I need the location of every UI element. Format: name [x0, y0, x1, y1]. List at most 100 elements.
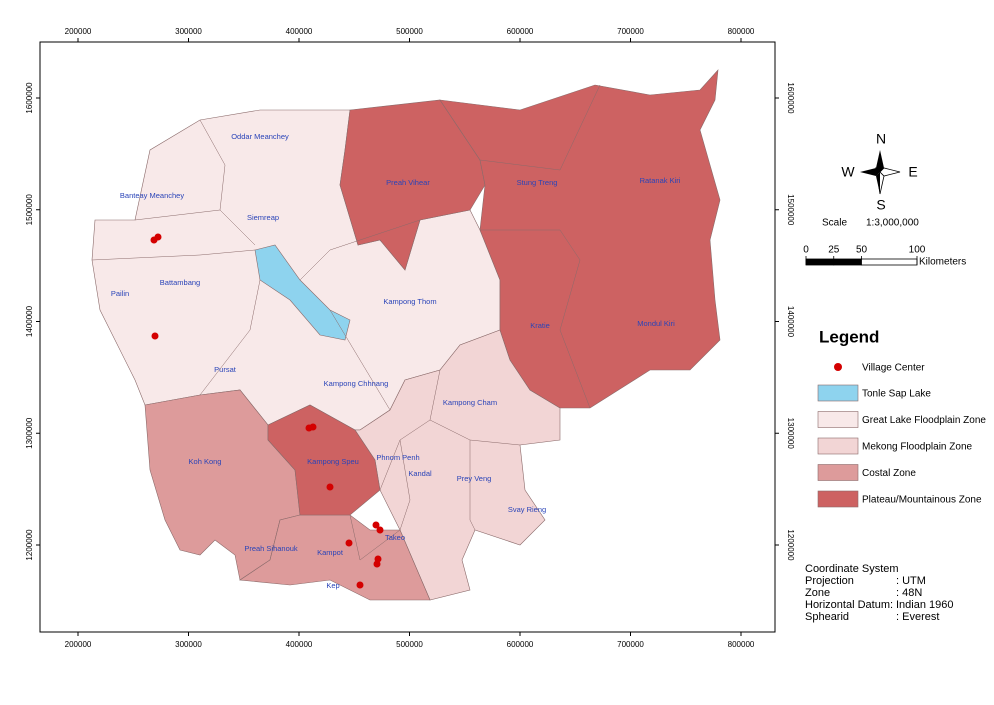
scale-ratio: 1:3,000,000	[866, 218, 919, 229]
x-tick-label: 700000	[617, 27, 644, 36]
y-tick-label: 1300000	[786, 418, 795, 450]
compass: N S W E	[841, 131, 917, 213]
scale-tick-label: 50	[856, 245, 868, 256]
x-tick-label: 200000	[65, 27, 92, 36]
coordinate-key: Zone	[805, 587, 830, 599]
province-label: Preah Sihanouk	[244, 544, 298, 553]
village-center	[151, 332, 159, 340]
village-center	[154, 233, 162, 241]
legend-label: Great Lake Floodplain Zone	[862, 415, 986, 426]
legend-label: Plateau/Mountainous Zone	[862, 495, 982, 506]
compass-arrow	[860, 168, 880, 176]
village-center	[376, 526, 384, 534]
province-labels: Oddar Meanchey Preah Vihear Stung Treng …	[111, 132, 681, 590]
province-label: Takeo	[385, 533, 405, 542]
province-label: Ratanak Kiri	[640, 176, 681, 185]
legend-title: Legend	[819, 327, 879, 346]
province-label: Svay Rieng	[508, 505, 546, 514]
coordinate-value: : UTM	[896, 575, 926, 587]
compass-s: S	[876, 197, 885, 213]
coordinate-value: : Everest	[896, 611, 939, 623]
x-tick-label: 200000	[65, 640, 92, 649]
village-center	[345, 539, 353, 547]
province-label: Phnom Penh	[376, 453, 419, 462]
province-label: Kampong Cham	[443, 398, 497, 407]
y-tick-label: 1600000	[25, 82, 34, 114]
province-label: Pursat	[214, 365, 237, 374]
village-center	[326, 483, 334, 491]
coordinate-system: Coordinate System Projection: UTM Zone: 4…	[805, 563, 954, 623]
coordinate-value: Indian 1960	[896, 599, 954, 611]
province-label: Oddar Meanchey	[231, 132, 289, 141]
y-tick-label: 1200000	[786, 529, 795, 561]
legend-swatch	[834, 363, 842, 371]
legend-swatch	[817, 464, 859, 481]
y-tick-label: 1300000	[25, 417, 34, 449]
y-tick-label: 1400000	[786, 306, 795, 338]
y-tick-label: 1400000	[25, 305, 34, 337]
x-tick-label: 600000	[507, 27, 534, 36]
x-tick-label: 300000	[175, 27, 202, 36]
legend-label: Tonle Sap Lake	[862, 389, 931, 400]
province-label: Prey Veng	[457, 474, 492, 483]
coordinate-key: Horizontal Datum:	[805, 599, 893, 611]
plateau-zone	[267, 404, 381, 516]
legend-swatch	[817, 490, 859, 508]
compass-e: E	[908, 164, 917, 180]
legend-label: Village Center	[862, 363, 925, 374]
province-label: Stung Treng	[517, 178, 558, 187]
x-tick-label: 300000	[175, 640, 202, 649]
legend-label: Costal Zone	[862, 468, 916, 479]
province-label: Banteay Meanchey	[120, 191, 184, 200]
province-label: Koh Kong	[189, 457, 222, 466]
x-tick-label: 500000	[396, 27, 423, 36]
legend-swatch	[817, 437, 859, 455]
coordinate-key: Projection	[805, 575, 854, 587]
province-label: Kampong Chhnang	[324, 379, 389, 388]
province-label: Kampong Thom	[383, 297, 436, 306]
x-tick-label: 500000	[396, 640, 423, 649]
compass-arrow	[876, 150, 884, 172]
province-label: Siemreap	[247, 213, 279, 222]
frame-ticks: 200000 200000 300000 300000 400000 400000 5000…	[25, 27, 795, 649]
scale-tick-label: 100	[909, 245, 926, 256]
province-label: Kampong Speu	[307, 457, 359, 466]
province-label: Kratie	[530, 321, 550, 330]
plateau-zone	[439, 69, 721, 409]
x-tick-label: 400000	[286, 27, 313, 36]
x-tick-label: 800000	[728, 27, 755, 36]
compass-arrow	[876, 172, 880, 194]
compass-arrow	[879, 167, 901, 177]
scale-unit: Kilometers	[919, 257, 966, 268]
scale-segment	[805, 258, 835, 266]
village-centers	[150, 233, 384, 589]
scale-tick-label: 0	[803, 245, 809, 256]
scale-label: Scale	[822, 218, 847, 229]
province-label: Mondul Kiri	[637, 319, 675, 328]
coordinate-value: : 48N	[896, 587, 922, 599]
y-tick-label: 1600000	[786, 82, 795, 114]
province-label: Battambang	[160, 278, 200, 287]
scale-segment	[833, 258, 862, 266]
province-label: Preah Vihear	[386, 178, 430, 187]
tonle-sap	[254, 244, 351, 341]
legend: Village Center Tonle Sap Lake Great Lake F…	[817, 363, 986, 508]
province-label: Kandal	[408, 469, 432, 478]
village-center	[309, 423, 317, 431]
compass-n: N	[876, 131, 886, 147]
y-tick-label: 1500000	[786, 194, 795, 226]
legend-swatch	[817, 411, 859, 428]
x-tick-label: 700000	[617, 640, 644, 649]
x-tick-label: 400000	[286, 640, 313, 649]
coordinate-key: Sphearid	[805, 611, 849, 623]
x-tick-label: 800000	[728, 640, 755, 649]
legend-label: Mekong Floodplain Zone	[862, 442, 973, 453]
province-label: Kep	[326, 581, 339, 590]
x-tick-label: 600000	[507, 640, 534, 649]
regions	[91, 69, 721, 601]
province-borders	[91, 84, 601, 561]
y-tick-label: 1200000	[25, 529, 34, 561]
province-label: Pailin	[111, 289, 129, 298]
